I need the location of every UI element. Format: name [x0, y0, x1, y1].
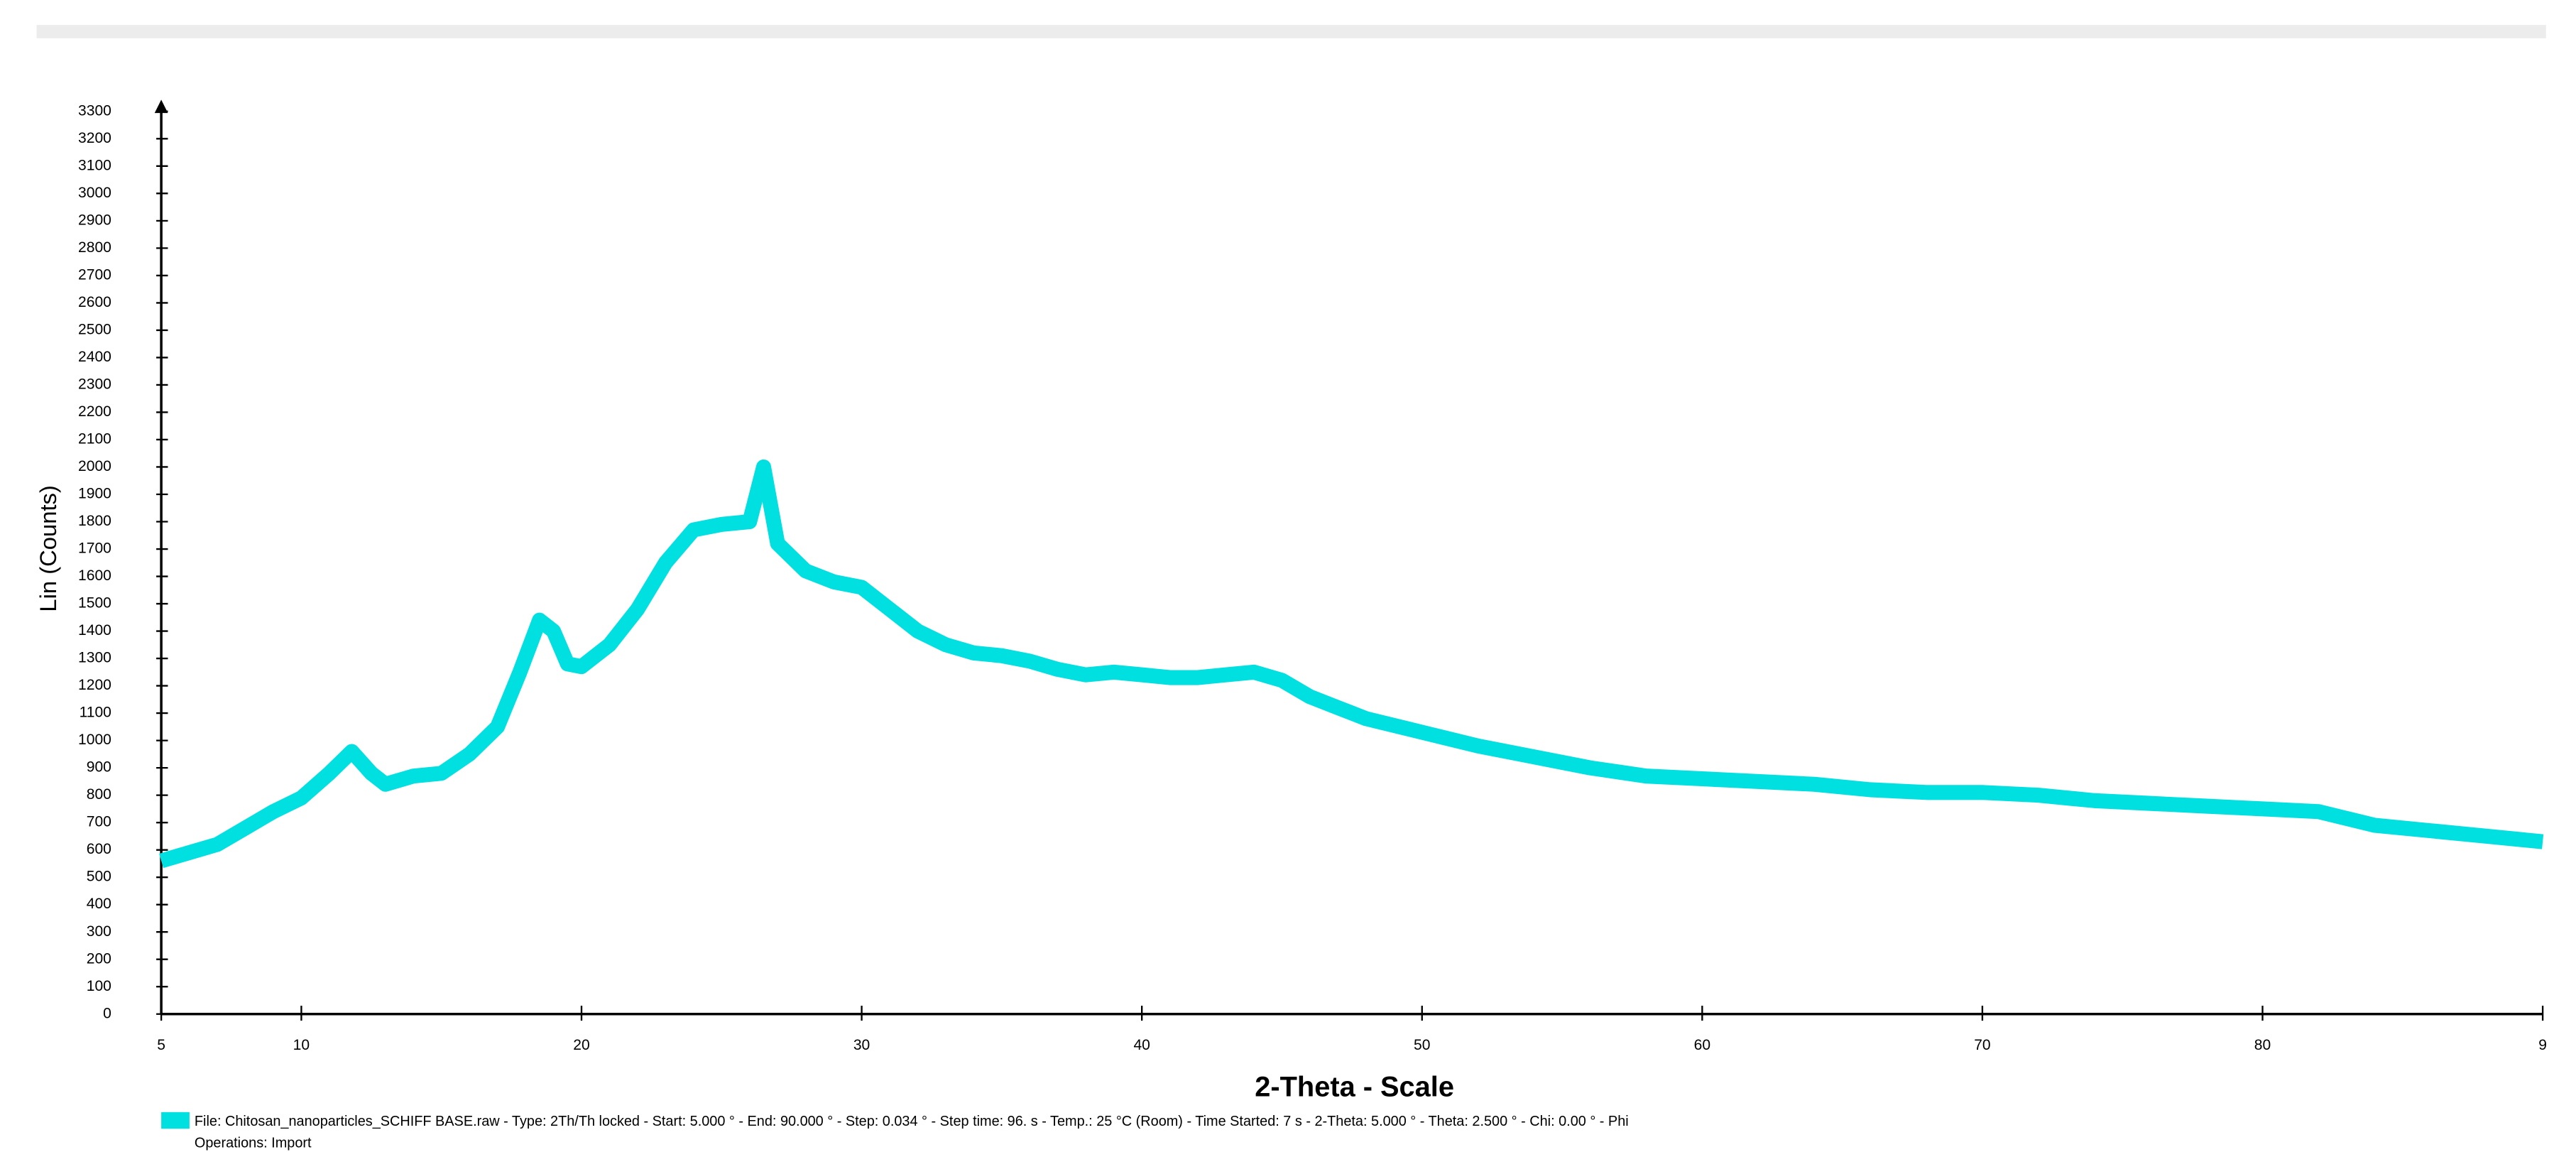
y-tick-label: 1300	[78, 650, 111, 666]
y-tick-label: 2500	[78, 321, 111, 337]
y-axis-arrow	[154, 99, 168, 114]
x-tick-label: 60	[1694, 1037, 1710, 1053]
y-tick-label: 2600	[78, 294, 111, 310]
legend-text: File: Chitosan_nanoparticles_SCHIFF BASE…	[195, 1114, 1629, 1129]
legend-note: Operations: Import	[195, 1136, 312, 1151]
y-tick-label: 2900	[78, 212, 111, 228]
y-tick-label: 3200	[78, 130, 111, 146]
y-tick-label: 800	[87, 786, 111, 803]
y-tick-label: 1800	[78, 513, 111, 529]
y-tick-label: 1200	[78, 677, 111, 693]
y-tick-label: 1600	[78, 567, 111, 584]
y-tick-label: 500	[87, 869, 111, 885]
x-tick-label: 70	[1974, 1037, 1990, 1053]
y-tick-label: 0	[103, 1005, 111, 1021]
y-tick-label: 1100	[80, 705, 111, 721]
y-tick-label: 2000	[78, 458, 111, 474]
x-tick-label: 80	[2254, 1037, 2271, 1053]
y-tick-label: 100	[87, 978, 111, 994]
y-tick-label: 2100	[78, 431, 111, 447]
y-tick-label: 2200	[78, 403, 111, 420]
y-tick-label: 1000	[78, 732, 111, 748]
y-axis-label: Lin (Counts)	[35, 485, 61, 612]
x-tick-label: 40	[1133, 1037, 1150, 1053]
y-tick-label: 1900	[78, 486, 111, 502]
y-tick-label: 300	[87, 923, 111, 940]
x-tick-label: 20	[573, 1037, 589, 1053]
y-tick-label: 700	[87, 814, 111, 830]
y-tick-label: 900	[87, 759, 111, 776]
y-tick-label: 2300	[78, 376, 111, 393]
y-tick-label: 3000	[78, 185, 111, 201]
y-tick-label: 2800	[78, 239, 111, 256]
x-axis-label: 2-Theta - Scale	[1255, 1072, 1454, 1103]
y-tick-label: 400	[87, 896, 111, 912]
x-tick-label: 5	[157, 1037, 165, 1053]
legend-swatch	[161, 1112, 190, 1129]
y-tick-label: 1500	[78, 595, 111, 612]
y-tick-label: 600	[87, 841, 111, 857]
x-tick-label: 10	[293, 1037, 310, 1053]
x-tick-label: 50	[1414, 1037, 1430, 1053]
y-tick-label: 2400	[78, 349, 111, 365]
y-tick-label: 200	[87, 950, 111, 967]
top-bar	[36, 25, 2546, 38]
x-tick-label: 30	[853, 1037, 870, 1053]
y-tick-label: 2700	[78, 266, 111, 283]
y-tick-label: 3300	[78, 102, 111, 119]
data-line	[159, 459, 2544, 869]
x-tick-label: 9	[2538, 1037, 2547, 1053]
y-tick-label: 1700	[78, 540, 111, 557]
y-tick-label: 1400	[78, 622, 111, 639]
y-tick-label: 3100	[78, 157, 111, 173]
